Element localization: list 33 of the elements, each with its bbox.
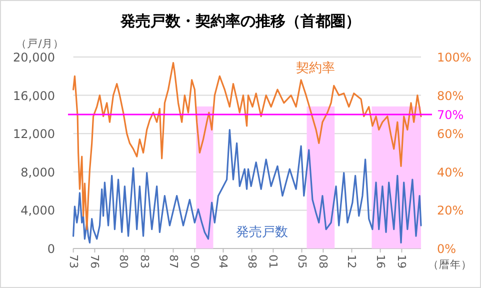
y2-tick-label: 80%: [437, 88, 464, 103]
x-tick-label: 12: [345, 254, 358, 268]
x-tick-label: 73: [66, 254, 80, 268]
x-tick-label: 83: [138, 254, 152, 268]
x-tick-label: 19: [395, 254, 408, 268]
x-tick-label: 87: [166, 254, 180, 268]
y2-tick-label: 100%: [437, 50, 472, 64]
y-tick-label: 16,000: [13, 88, 55, 103]
ref-line-label: 70%: [437, 108, 464, 122]
x-tick-label: 16: [374, 254, 387, 268]
line-series: [72, 128, 422, 244]
x-tick-label: 98: [245, 254, 258, 268]
x-tick-label: 94: [216, 254, 230, 268]
series-label: 契約率: [296, 60, 335, 76]
y-axis-title: （戸/月）: [16, 38, 64, 50]
y2-tick-label: 40%: [437, 165, 464, 180]
y-tick-label: 0: [47, 242, 55, 256]
series-label: 発売戸数: [236, 225, 288, 240]
y-tick-label: 20,000: [13, 50, 55, 64]
y-tick-label: 4,000: [20, 204, 55, 218]
y2-tick-label: 20%: [437, 204, 464, 218]
x-tick-label: 76: [88, 254, 102, 268]
x-tick-label: 01: [266, 254, 280, 268]
y2-tick-label: 0%: [437, 242, 456, 256]
y-tick-label: 12,000: [13, 127, 55, 142]
x-tick-label: 80: [116, 254, 130, 268]
x-tick-label: 08: [316, 254, 330, 268]
y-tick-label: 8,000: [20, 165, 55, 180]
chart-title: 発売戸数・契約率の推移（首都圏）: [120, 12, 360, 30]
x-axis-title: （暦年）: [428, 259, 472, 271]
x-tick-label: 05: [295, 254, 308, 268]
y2-tick-label: 60%: [437, 127, 464, 142]
x-tick-label: 90: [188, 254, 202, 268]
